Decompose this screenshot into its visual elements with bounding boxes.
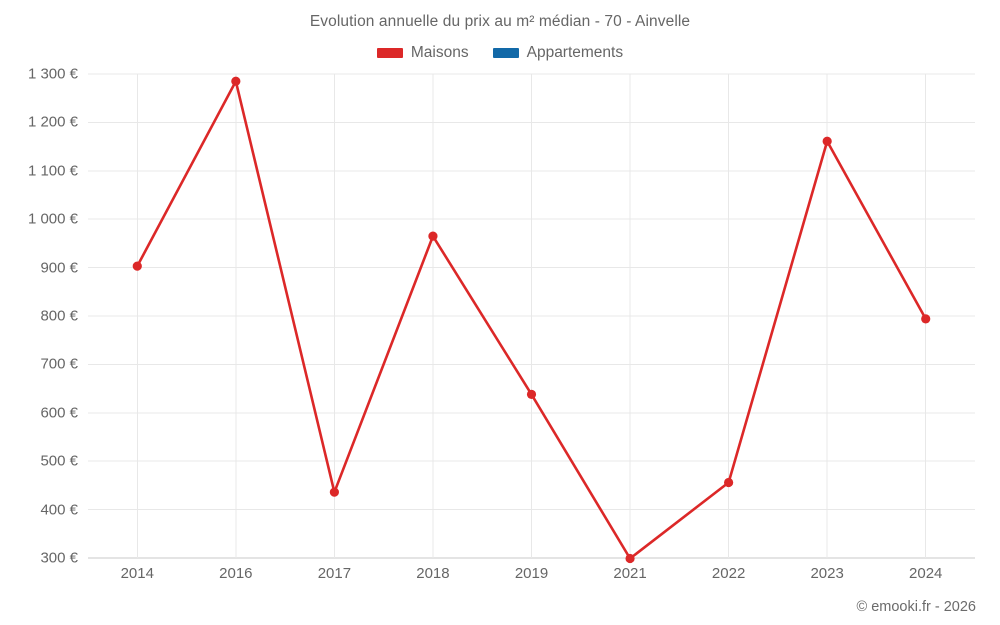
y-tick-label: 900 €	[40, 259, 78, 277]
y-tick-label: 1 000 €	[27, 210, 78, 228]
chart-legend: Maisons Appartements	[0, 44, 1000, 62]
data-point[interactable]	[724, 477, 734, 488]
data-point[interactable]	[625, 553, 635, 564]
legend-swatch-appartements-icon	[492, 48, 519, 58]
x-tick-label: 2021	[613, 565, 647, 582]
plot-area	[88, 73, 975, 564]
y-tick-label: 800 €	[40, 307, 78, 325]
data-point[interactable]	[526, 389, 537, 400]
y-tick-label: 1 200 €	[27, 113, 78, 131]
x-axis: 2014 2016 2017 2018 2019 2021 2022 2023 2024	[88, 565, 975, 591]
y-tick-label: 300 €	[40, 549, 78, 567]
x-tick-label: 2018	[416, 565, 450, 582]
y-axis: 300 € 400 € 500 € 600 € 700 € 800 € 900 € 1 000…	[0, 66, 88, 567]
y-tick-label: 1 300 €	[27, 65, 78, 83]
x-tick-label: 2024	[909, 565, 943, 582]
y-tick-label: 400 €	[40, 501, 78, 519]
legend-item-appartements[interactable]: Appartements	[492, 44, 624, 62]
chart-title: Evolution annuelle du prix au m² médian …	[309, 13, 691, 30]
series-line-0	[135, 79, 928, 560]
footer-credit: © emooki.fr - 2026	[856, 599, 976, 615]
series-layer	[132, 76, 931, 564]
y-tick-label: 600 €	[40, 404, 78, 422]
x-tick-label: 2022	[711, 565, 746, 582]
data-point[interactable]	[231, 76, 241, 86]
y-tick-label: 700 €	[40, 355, 78, 373]
legend-label-appartements: Appartements	[526, 44, 624, 61]
data-point[interactable]	[428, 231, 438, 241]
legend-label-maisons: Maisons	[410, 44, 469, 61]
data-point[interactable]	[132, 261, 142, 271]
legend-item-maisons[interactable]: Maisons	[376, 44, 469, 62]
x-tick-label: 2019	[514, 565, 549, 582]
x-tick-label: 2023	[810, 565, 844, 582]
x-tick-label: 2014	[120, 565, 154, 582]
x-tick-label: 2016	[219, 565, 253, 582]
y-tick-label: 1 100 €	[27, 162, 78, 180]
legend-swatch-maisons-icon	[376, 48, 403, 58]
grid-lines	[88, 73, 975, 559]
y-tick-label: 500 €	[40, 452, 78, 470]
x-tick-label: 2017	[317, 565, 352, 582]
data-point[interactable]	[329, 487, 339, 497]
data-point[interactable]	[921, 314, 931, 324]
data-point[interactable]	[822, 136, 832, 146]
